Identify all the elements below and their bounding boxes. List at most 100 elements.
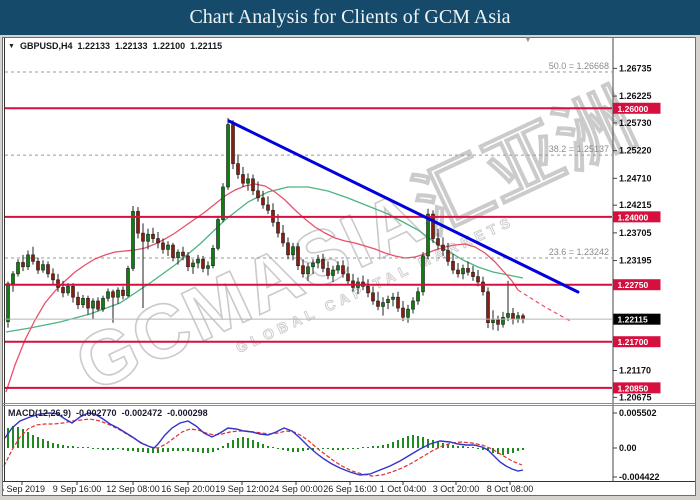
macd-histogram-bar [77, 447, 79, 448]
candle-body [36, 261, 40, 271]
candle-body [266, 204, 270, 211]
scroll-to-end-icon[interactable]: ▼ [524, 35, 532, 44]
macd-histogram-bar [237, 438, 239, 448]
macd-histogram-bar [147, 448, 149, 453]
candle-body [461, 268, 465, 275]
macd-axis-label: 0.00 [619, 443, 637, 453]
candle-body [376, 300, 380, 307]
candle-body [471, 271, 475, 277]
high-value: 1.22133 [115, 41, 148, 51]
candle-body [71, 286, 75, 298]
macd-signal-value: -0.002472 [121, 408, 163, 418]
macd-histogram-bar [82, 447, 84, 448]
macd-histogram-bar [252, 440, 254, 448]
candle-body [91, 300, 95, 309]
symbol-dropdown-icon[interactable]: ▼ [8, 43, 15, 50]
candle-body [206, 265, 210, 269]
candle-body [141, 232, 145, 242]
candle-body [281, 232, 285, 244]
candle-body [146, 233, 150, 242]
macd-histogram-bar [327, 448, 329, 449]
candle-body [511, 313, 515, 320]
candle-body [496, 319, 500, 325]
price-axis-label: 1.24215 [619, 200, 652, 210]
macd-main-value: -0.002770 [76, 408, 117, 418]
candle-body [401, 307, 405, 318]
candle-body [216, 219, 220, 249]
time-axis-label: 16 Sep 20:00 [161, 484, 215, 494]
time-axis-label: 9 Sep 16:00 [53, 484, 102, 494]
macd-histogram-bar [377, 446, 379, 448]
candle-body [26, 254, 30, 268]
macd-histogram-bar [402, 438, 404, 448]
price-axis-label: 1.25730 [619, 118, 652, 128]
macd-histogram-bar [452, 445, 454, 448]
level-price-badge: 1.21700 [618, 337, 649, 347]
candle-body [311, 262, 315, 268]
price-axis-label: 1.20675 [619, 392, 652, 402]
time-axis-label: 24 Sep 00:00 [269, 484, 323, 494]
candle-body [251, 178, 255, 192]
macd-histogram-bar [127, 448, 129, 451]
candle-body [171, 244, 175, 258]
chart-window[interactable]: GCMASIA汇亚洲 GLOBAL CAPITAL MARKETS 50.0 = 1… [2, 37, 696, 496]
candle-body [191, 262, 195, 268]
macd-histogram-bar [212, 448, 214, 452]
candle-body [306, 266, 310, 275]
candle-body [476, 276, 480, 283]
candle-body [341, 265, 345, 275]
macd-histogram-bar [262, 444, 264, 448]
chart-ohlc-header: ▼ GBPUSD,H4 1.22133 1.22133 1.22100 1.22… [8, 41, 222, 52]
macd-histogram-bar [12, 426, 14, 448]
time-axis-label: 5 Sep 2019 [3, 484, 45, 494]
page-title: Chart Analysis for Clients of GCM Asia [189, 6, 511, 28]
low-value: 1.22100 [152, 41, 186, 51]
macd-histogram-bar [27, 432, 29, 448]
candle-body [366, 286, 370, 294]
candle-body [66, 286, 70, 294]
candle-body [81, 297, 85, 306]
candle-body [506, 313, 510, 318]
level-price-badge: 1.20850 [618, 383, 649, 393]
macd-histogram-bar [102, 448, 104, 450]
macd-histogram-bar [242, 437, 244, 448]
macd-histogram-bar [197, 448, 199, 452]
candle-body [241, 174, 245, 184]
macd-histogram-bar [42, 439, 44, 448]
macd-histogram-bar [112, 448, 114, 450]
macd-histogram-bar [437, 442, 439, 448]
macd-histogram-bar [292, 448, 294, 452]
candle-body [201, 258, 205, 269]
candle-body [411, 300, 415, 310]
candle-body [516, 315, 520, 320]
macd-histogram-bar [202, 448, 204, 453]
level-price-badge: 1.26000 [618, 104, 649, 114]
macd-histogram-bar [17, 427, 19, 448]
fib-level-label: 38.2 = 1.25137 [549, 144, 609, 154]
macd-histogram-bar [207, 448, 209, 453]
macd-histogram-bar [422, 437, 424, 448]
candle-body [116, 289, 120, 298]
candle-body [46, 264, 50, 275]
macd-histogram-bar [512, 448, 514, 453]
candle-body [301, 265, 305, 275]
red-dashed-projection[interactable] [517, 289, 573, 323]
candle-body [186, 255, 190, 268]
open-value: 1.22133 [77, 41, 110, 51]
macd-axis-label: -0.004422 [619, 472, 660, 482]
candles-layer [6, 118, 525, 331]
macd-histogram-bar [272, 447, 274, 448]
macd-histogram-bar [312, 448, 314, 450]
candle-body [121, 289, 125, 296]
price-axis-label: 1.26225 [619, 91, 652, 101]
macd-histogram-bar [7, 428, 9, 448]
macd-histogram-bar [387, 444, 389, 448]
macd-histogram-bar [152, 448, 154, 453]
candle-body [451, 261, 455, 271]
macd-histogram-bar [32, 435, 34, 448]
current-price-badge-bg [613, 313, 661, 325]
candle-body [396, 296, 400, 309]
descending-trendline[interactable] [227, 119, 580, 294]
macd-histogram-bar [407, 436, 409, 448]
